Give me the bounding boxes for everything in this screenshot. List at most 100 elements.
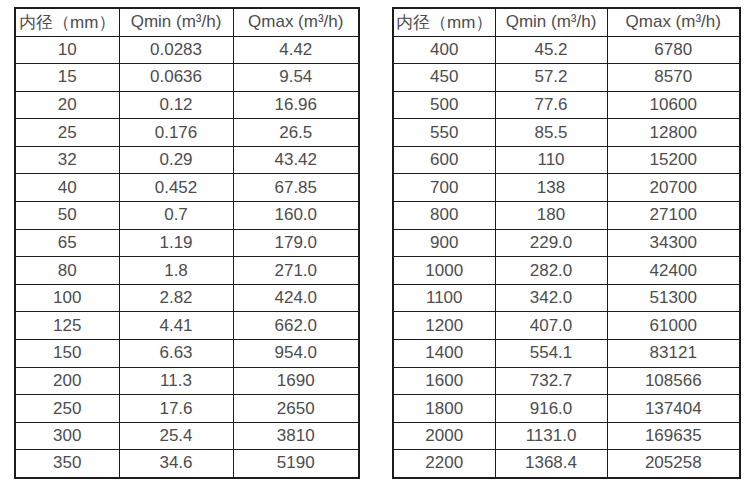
table-cell: 34300 bbox=[607, 229, 740, 257]
table-cell: 180 bbox=[495, 202, 607, 230]
table-cell: 205258 bbox=[607, 450, 740, 478]
table-row: 40045.26780 bbox=[393, 36, 740, 64]
table-cell: 51300 bbox=[607, 284, 740, 312]
table-cell: 300 bbox=[15, 422, 119, 450]
table-cell: 271.0 bbox=[233, 257, 359, 285]
table-row: 60011015200 bbox=[393, 146, 740, 174]
table-cell: 0.452 bbox=[119, 174, 233, 202]
table-cell: 550 bbox=[393, 119, 495, 147]
table-row: 1254.41662.0 bbox=[15, 312, 359, 340]
table-cell: 0.12 bbox=[119, 91, 233, 119]
table-cell: 40 bbox=[15, 174, 119, 202]
table-row: 1200407.061000 bbox=[393, 312, 740, 340]
table-row: 45057.28570 bbox=[393, 64, 740, 92]
table-cell: 150 bbox=[15, 340, 119, 368]
table-cell: 34.6 bbox=[119, 450, 233, 478]
table-cell: 200 bbox=[15, 367, 119, 395]
table-row: 651.19179.0 bbox=[15, 229, 359, 257]
table-cell: 342.0 bbox=[495, 284, 607, 312]
table-cell: 15200 bbox=[607, 146, 740, 174]
table-cell: 1131.0 bbox=[495, 422, 607, 450]
table-cell: 27100 bbox=[607, 202, 740, 230]
table-cell: 0.0283 bbox=[119, 36, 233, 64]
col-header-qmax: Qmax (m³/h) bbox=[233, 8, 359, 36]
table-row: 1800916.0137404 bbox=[393, 395, 740, 423]
table-cell: 32 bbox=[15, 146, 119, 174]
col-header-qmax: Qmax (m³/h) bbox=[607, 8, 740, 36]
table-cell: 179.0 bbox=[233, 229, 359, 257]
table-cell: 80 bbox=[15, 257, 119, 285]
table-row: 250.17626.5 bbox=[15, 119, 359, 147]
table-cell: 250 bbox=[15, 395, 119, 423]
table-body: 40045.2678045057.2857050077.61060055085.… bbox=[393, 36, 740, 478]
table-row: 20001131.0169635 bbox=[393, 422, 740, 450]
table-cell: 65 bbox=[15, 229, 119, 257]
table-cell: 407.0 bbox=[495, 312, 607, 340]
table-cell: 0.0636 bbox=[119, 64, 233, 92]
table-cell: 2650 bbox=[233, 395, 359, 423]
table-cell: 600 bbox=[393, 146, 495, 174]
table-row: 30025.43810 bbox=[15, 422, 359, 450]
col-header-qmin: Qmin (m³/h) bbox=[119, 8, 233, 36]
table-cell: 2000 bbox=[393, 422, 495, 450]
table-cell: 400 bbox=[393, 36, 495, 64]
table-cell: 6780 bbox=[607, 36, 740, 64]
table-cell: 45.2 bbox=[495, 36, 607, 64]
table-cell: 732.7 bbox=[495, 367, 607, 395]
table-cell: 20700 bbox=[607, 174, 740, 202]
table-cell: 500 bbox=[393, 91, 495, 119]
table-cell: 43.42 bbox=[233, 146, 359, 174]
table-row: 1400554.183121 bbox=[393, 340, 740, 368]
table-cell: 25.4 bbox=[119, 422, 233, 450]
table-cell: 125 bbox=[15, 312, 119, 340]
table-cell: 6.63 bbox=[119, 340, 233, 368]
table-row: 55085.512800 bbox=[393, 119, 740, 147]
table-cell: 229.0 bbox=[495, 229, 607, 257]
table-cell: 1.19 bbox=[119, 229, 233, 257]
table-cell: 16.96 bbox=[233, 91, 359, 119]
table-cell: 26.5 bbox=[233, 119, 359, 147]
table-header: 内径（mm） Qmin (m³/h) Qmax (m³/h) bbox=[15, 8, 359, 36]
table-cell: 15 bbox=[15, 64, 119, 92]
table-cell: 700 bbox=[393, 174, 495, 202]
table-row: 80018027100 bbox=[393, 202, 740, 230]
table-row: 150.06369.54 bbox=[15, 64, 359, 92]
flow-rate-table-small-diameters: 内径（mm） Qmin (m³/h) Qmax (m³/h) 100.02834… bbox=[14, 7, 360, 479]
table-cell: 137404 bbox=[607, 395, 740, 423]
table-row: 1002.82424.0 bbox=[15, 284, 359, 312]
table-cell: 4.41 bbox=[119, 312, 233, 340]
header-row: 内径（mm） Qmin (m³/h) Qmax (m³/h) bbox=[15, 8, 359, 36]
table-row: 320.2943.42 bbox=[15, 146, 359, 174]
table-cell: 9.54 bbox=[233, 64, 359, 92]
table-row: 1000282.042400 bbox=[393, 257, 740, 285]
table-row: 70013820700 bbox=[393, 174, 740, 202]
table-row: 22001368.4205258 bbox=[393, 450, 740, 478]
table-cell: 1368.4 bbox=[495, 450, 607, 478]
flow-rate-table-large-diameters: 内径（mm） Qmin (m³/h) Qmax (m³/h) 40045.267… bbox=[392, 7, 741, 479]
table-cell: 0.176 bbox=[119, 119, 233, 147]
col-header-qmin: Qmin (m³/h) bbox=[495, 8, 607, 36]
table-cell: 8570 bbox=[607, 64, 740, 92]
table-cell: 169635 bbox=[607, 422, 740, 450]
col-header-inner-diameter: 内径（mm） bbox=[15, 8, 119, 36]
table-cell: 450 bbox=[393, 64, 495, 92]
table-row: 100.02834.42 bbox=[15, 36, 359, 64]
table-cell: 11.3 bbox=[119, 367, 233, 395]
table-cell: 42400 bbox=[607, 257, 740, 285]
table-row: 25017.62650 bbox=[15, 395, 359, 423]
table-cell: 1690 bbox=[233, 367, 359, 395]
table-cell: 900 bbox=[393, 229, 495, 257]
table-cell: 1100 bbox=[393, 284, 495, 312]
table-row: 400.45267.85 bbox=[15, 174, 359, 202]
table-cell: 1600 bbox=[393, 367, 495, 395]
table-cell: 424.0 bbox=[233, 284, 359, 312]
table-cell: 282.0 bbox=[495, 257, 607, 285]
table-cell: 1000 bbox=[393, 257, 495, 285]
table-row: 500.7160.0 bbox=[15, 202, 359, 230]
table-header: 内径（mm） Qmin (m³/h) Qmax (m³/h) bbox=[393, 8, 740, 36]
table-row: 200.1216.96 bbox=[15, 91, 359, 119]
table-cell: 10600 bbox=[607, 91, 740, 119]
col-header-inner-diameter: 内径（mm） bbox=[393, 8, 495, 36]
table-row: 50077.610600 bbox=[393, 91, 740, 119]
table-cell: 110 bbox=[495, 146, 607, 174]
